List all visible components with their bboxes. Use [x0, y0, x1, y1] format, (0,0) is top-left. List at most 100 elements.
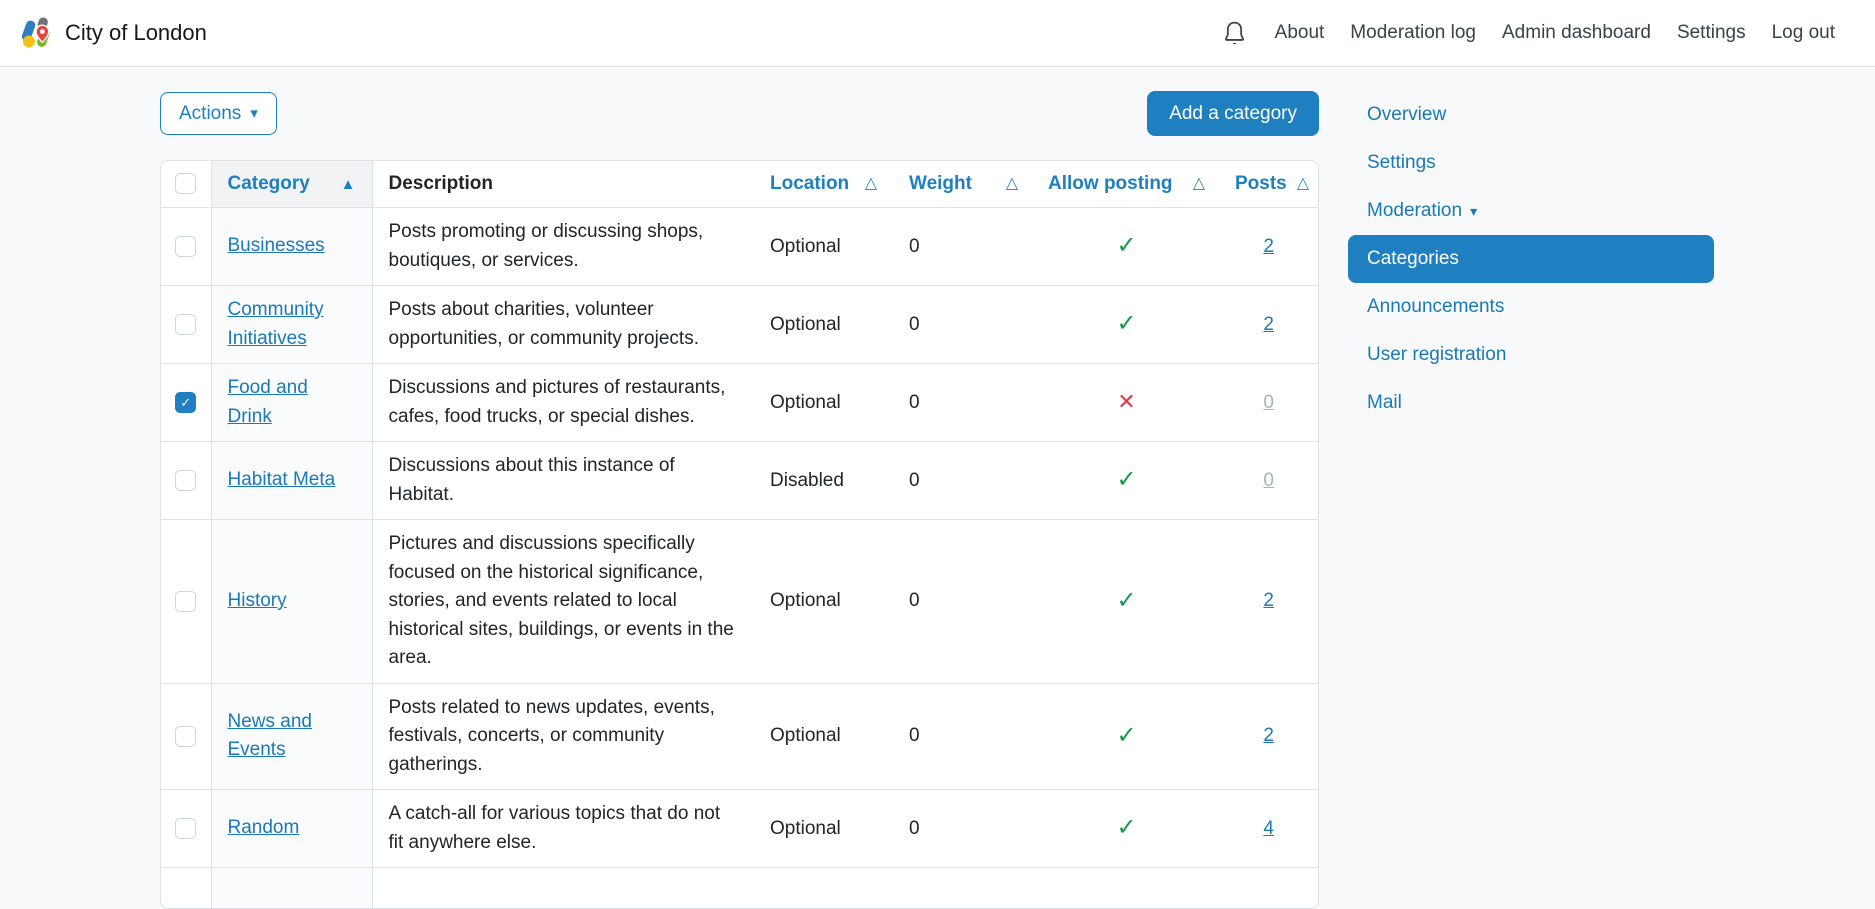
- select-all-header: [161, 161, 212, 208]
- allow-posting-check-icon: ✓: [1116, 466, 1137, 493]
- location-value: Optional: [770, 235, 841, 257]
- table-row: Businesses Posts promoting or discussing …: [161, 207, 1318, 286]
- column-header-location[interactable]: Location △: [754, 161, 893, 208]
- table-row: ✓ Food and Drink Discussions and pictures …: [161, 363, 1318, 442]
- category-description: Posts promoting or discussing shops, bou…: [388, 221, 704, 271]
- row-checkbox[interactable]: [175, 817, 197, 839]
- toolbar: Actions ▾ Add a category: [160, 91, 1319, 136]
- main-content: Actions ▾ Add a category Category ▲ Descri…: [0, 67, 1875, 909]
- location-value: Optional: [754, 789, 893, 868]
- nav-link-admin-dashboard[interactable]: Admin dashboard: [1502, 22, 1651, 43]
- nav-link-settings[interactable]: Settings: [1676, 22, 1746, 43]
- categories-tbody: Businesses Posts promoting or discussing …: [161, 207, 1318, 908]
- categories-panel: Actions ▾ Add a category Category ▲ Descri…: [160, 91, 1319, 909]
- chevron-down-icon: ▾: [1470, 203, 1478, 219]
- sidebar-item-overview[interactable]: Overview: [1348, 91, 1714, 139]
- sidebar-item-label: Overview: [1367, 104, 1447, 125]
- select-all-checkbox[interactable]: [175, 173, 197, 195]
- sort-toggle-icon[interactable]: △: [1192, 175, 1205, 192]
- site-title: City of London: [65, 20, 207, 45]
- table-row: [161, 867, 1318, 908]
- category-link[interactable]: Businesses: [227, 235, 325, 257]
- posts-count-link[interactable]: 4: [1263, 817, 1274, 839]
- nav-link-moderation-log[interactable]: Moderation log: [1350, 22, 1476, 43]
- row-checkbox[interactable]: [175, 235, 197, 257]
- weight-value: 0: [893, 519, 1034, 683]
- row-checkbox[interactable]: [175, 313, 197, 335]
- sidebar-item-categories[interactable]: Categories: [1348, 235, 1714, 283]
- sidebar-item-mail[interactable]: Mail: [1348, 379, 1714, 427]
- column-header-posts[interactable]: Posts △: [1219, 161, 1318, 208]
- row-checkbox[interactable]: ✓: [175, 391, 197, 413]
- allow-posting-check-icon: ✓: [1116, 310, 1137, 337]
- category-link[interactable]: Food and Drink: [227, 377, 308, 427]
- column-label: Posts: [1235, 173, 1287, 194]
- notifications-button[interactable]: [1222, 20, 1247, 47]
- nav-link-log-out[interactable]: Log out: [1771, 22, 1835, 43]
- category-link[interactable]: Random: [227, 817, 300, 839]
- column-label: Location: [770, 173, 850, 194]
- posts-count-link[interactable]: 2: [1263, 725, 1274, 747]
- column-header-weight[interactable]: Weight △: [893, 161, 1034, 208]
- navbar: City of London About Moderation log Admin …: [0, 0, 1875, 67]
- weight-value: 0: [909, 235, 920, 257]
- table-row: Community Initiatives Posts about chariti…: [161, 285, 1318, 364]
- table-row: News and Events Posts related to news upd…: [161, 682, 1318, 790]
- navbar-links: About Moderation log Admin dashboard Settin…: [1222, 20, 1835, 47]
- posts-count-link[interactable]: 2: [1263, 590, 1274, 612]
- category-description: Discussions about this instance of Habit…: [372, 441, 754, 520]
- sidebar-item-user-registration[interactable]: User registration: [1348, 331, 1714, 379]
- sidebar-item-label: Settings: [1367, 152, 1436, 173]
- add-category-button[interactable]: Add a category: [1147, 91, 1319, 136]
- sidebar-nav: Overview Settings Moderation ▾ Categories Ann…: [1348, 91, 1714, 427]
- allow-posting-check-icon: ✓: [1116, 814, 1137, 841]
- site-logo-icon: [21, 17, 50, 48]
- sort-toggle-icon[interactable]: △: [1296, 175, 1310, 192]
- sidebar-item-label: Moderation: [1367, 200, 1463, 221]
- category-description: Discussions and pictures of restaurants,…: [372, 363, 754, 442]
- weight-value: 0: [893, 285, 1034, 364]
- sidebar-item-label: Announcements: [1367, 296, 1505, 317]
- actions-button-label: Actions: [179, 103, 242, 124]
- table-row: Habitat Meta Discussions about this insta…: [161, 441, 1318, 520]
- row-checkbox[interactable]: [175, 590, 197, 612]
- category-link[interactable]: News and Events: [227, 710, 313, 761]
- location-value: Optional: [754, 285, 893, 364]
- column-label: Description: [388, 173, 494, 194]
- category-link[interactable]: Community Initiatives: [227, 299, 324, 349]
- sidebar-item-moderation[interactable]: Moderation ▾: [1348, 187, 1714, 235]
- brand[interactable]: City of London: [19, 16, 207, 50]
- posts-count-link[interactable]: 0: [1263, 469, 1274, 491]
- sidebar-item-label: User registration: [1367, 344, 1507, 365]
- weight-value: 0: [893, 682, 1034, 790]
- weight-value: [893, 867, 1034, 908]
- weight-value: 0: [893, 363, 1034, 442]
- sidebar-item-label: Categories: [1367, 248, 1459, 269]
- location-value: Disabled: [754, 441, 893, 520]
- actions-button[interactable]: Actions ▾: [160, 92, 277, 135]
- weight-value: 0: [893, 789, 1034, 868]
- sort-toggle-icon[interactable]: △: [1005, 175, 1018, 192]
- sort-toggle-icon[interactable]: △: [864, 175, 877, 192]
- posts-count-link[interactable]: 2: [1263, 235, 1274, 257]
- allow-posting-check-icon: ✓: [1116, 721, 1137, 749]
- posts-count-link[interactable]: 2: [1263, 313, 1274, 335]
- allow-posting-cross-icon: ✕: [1117, 388, 1136, 414]
- sidebar-item-announcements[interactable]: Announcements: [1348, 283, 1714, 331]
- row-checkbox[interactable]: [175, 725, 197, 747]
- category-link[interactable]: Habitat Meta: [227, 469, 336, 491]
- category-link[interactable]: History: [227, 590, 287, 611]
- sidebar-item-settings[interactable]: Settings: [1348, 139, 1714, 187]
- table-row: History Pictures and discussions specific…: [161, 519, 1318, 683]
- row-checkbox[interactable]: [175, 469, 197, 491]
- category-description: A catch-all for various topics that do n…: [372, 789, 754, 868]
- categories-table: Category ▲ Description Location △ Weight △ Allo…: [160, 160, 1319, 909]
- column-label: Category: [227, 173, 310, 194]
- sort-asc-icon[interactable]: ▲: [340, 175, 356, 193]
- column-header-category[interactable]: Category ▲: [211, 161, 373, 208]
- column-header-description: Description: [372, 161, 754, 208]
- location-value: Optional: [754, 363, 893, 442]
- column-header-allow-posting[interactable]: Allow posting △: [1034, 161, 1219, 208]
- posts-count-link[interactable]: 0: [1263, 391, 1274, 413]
- nav-link-about[interactable]: About: [1274, 22, 1325, 43]
